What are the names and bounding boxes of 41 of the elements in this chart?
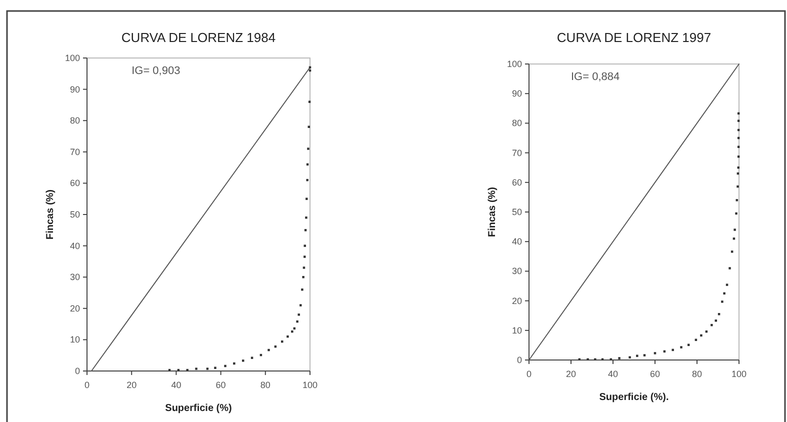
y-tick-label: 60: [70, 178, 80, 188]
y-tick-label: 40: [512, 236, 522, 247]
y-tick-label: 50: [512, 207, 522, 217]
y-tick-label: 90: [70, 84, 80, 94]
x-tick-label: 40: [171, 380, 182, 390]
x-tick-label: 0: [84, 380, 90, 390]
y-tick-label: 10: [70, 334, 80, 345]
y-tick-label: 0: [516, 355, 522, 365]
y-tick-label: 30: [512, 266, 522, 276]
y-tick-label: 100: [506, 59, 522, 69]
y-tick-label: 80: [512, 118, 522, 128]
y-tick-label: 10: [512, 325, 522, 336]
x-tick-label: 60: [650, 369, 660, 379]
x-tick-label: 0: [526, 369, 532, 379]
chart-title: CURVA DE LORENZ 1997: [556, 30, 712, 45]
x-tick-label: 60: [216, 380, 226, 390]
y-tick-label: 60: [512, 177, 522, 188]
y-tick-label: 40: [70, 240, 80, 251]
y-axis-title: Fincas (%): [45, 189, 56, 240]
x-tick-label: 100: [302, 380, 318, 390]
x-tick-label: 20: [126, 380, 137, 390]
y-tick-label: 70: [512, 148, 522, 158]
y-tick-label: 70: [70, 146, 80, 157]
annotation: IG= 0,903: [132, 65, 180, 77]
y-tick-label: 20: [70, 303, 80, 314]
x-tick-label: 80: [692, 369, 702, 379]
x-tick-label: 20: [566, 369, 576, 379]
x-axis-title: Superficie (%): [165, 403, 232, 414]
y-axis-title: Fincas (%): [487, 186, 498, 238]
y-tick-label: 30: [70, 272, 80, 282]
y-tick-label: 20: [512, 296, 522, 306]
y-tick-label: 80: [70, 116, 80, 126]
y-tick-label: 100: [64, 53, 80, 63]
x-tick-label: 100: [731, 369, 747, 379]
y-tick-label: 50: [70, 210, 80, 220]
chart-title: CURVA DE LORENZ 1984: [121, 30, 276, 45]
y-tick-label: 90: [512, 88, 522, 99]
x-axis-title: Superficie (%).: [599, 392, 669, 403]
x-tick-label: 80: [260, 380, 270, 390]
annotation: IG= 0,884: [571, 71, 620, 83]
x-tick-label: 40: [608, 369, 618, 379]
